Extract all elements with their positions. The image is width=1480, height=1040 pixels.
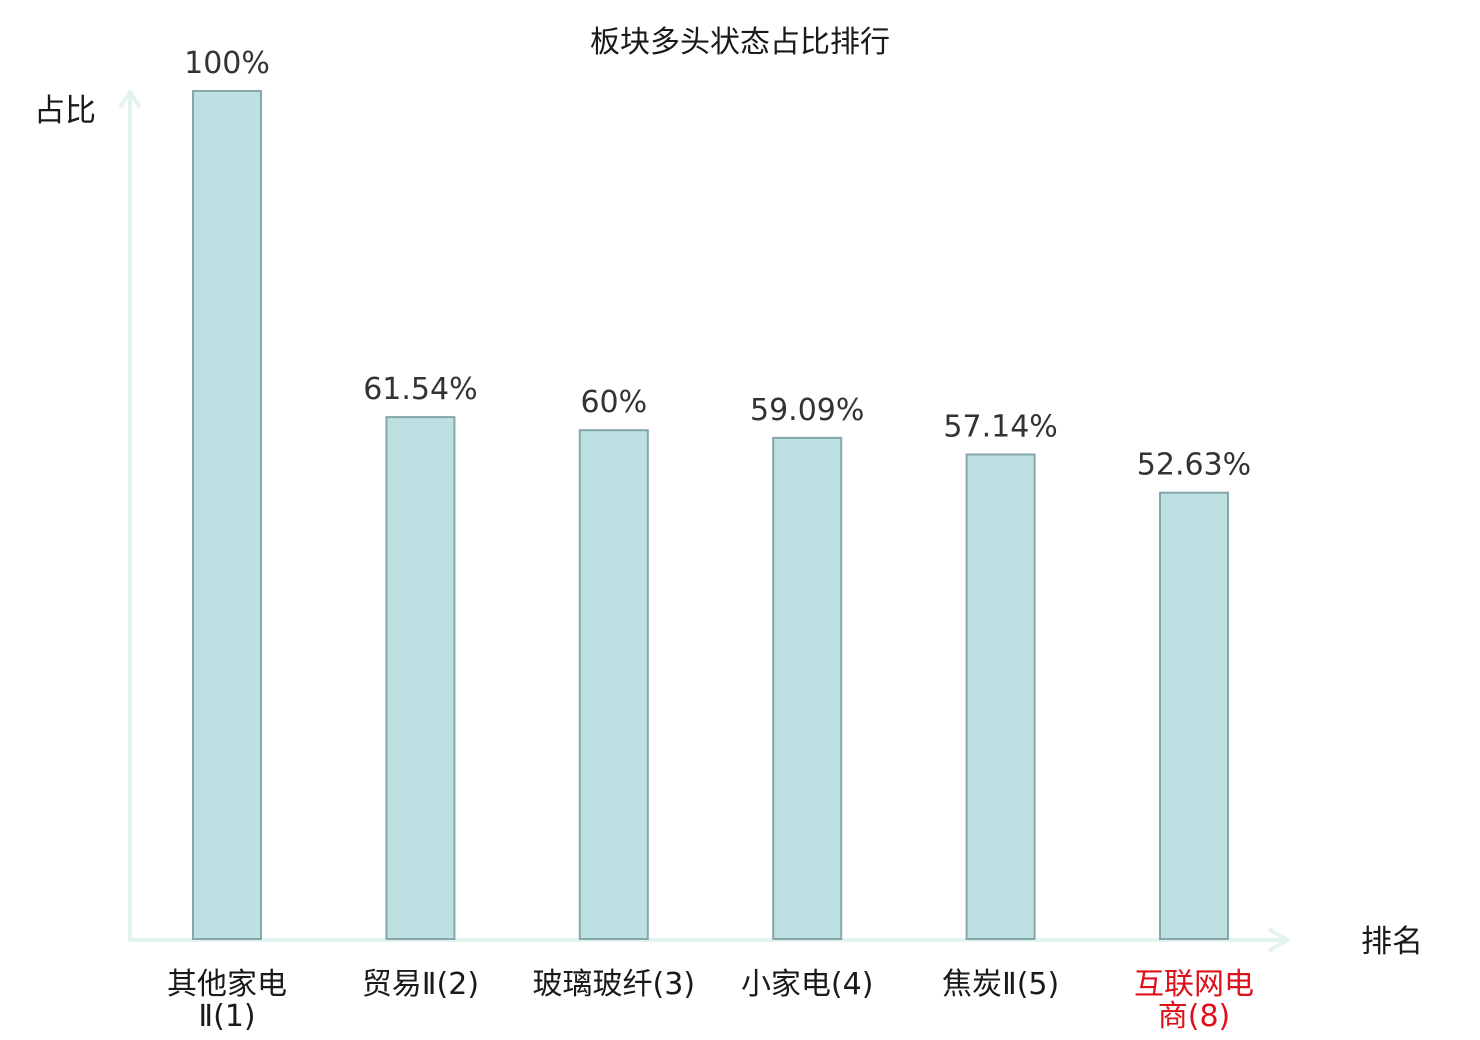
x-tick-label-line: 贸易Ⅱ(2) bbox=[362, 967, 479, 1002]
bar bbox=[772, 436, 843, 940]
x-tick-label: 贸易Ⅱ(2) bbox=[362, 967, 479, 1002]
chart-title: 板块多头状态占比排行 bbox=[590, 25, 890, 60]
x-axis-label: 排名 bbox=[1361, 924, 1423, 960]
x-tick-label-line: 商(8) bbox=[1158, 999, 1231, 1034]
x-tick-label: 其他家电 Ⅱ(1) bbox=[167, 967, 287, 1034]
category-labels-group: 其他家电 Ⅱ(1) 贸易Ⅱ(2) 玻璃玻纤(3) 小家电(4) 焦炭Ⅱ(5) 互联网电商(8… bbox=[167, 967, 1254, 1034]
x-tick-label-line: Ⅱ(1) bbox=[198, 999, 255, 1034]
bar bbox=[1159, 491, 1229, 940]
x-tick-label: 玻璃玻纤(3) bbox=[533, 967, 696, 1002]
x-tick-label-line: 焦炭Ⅱ(5) bbox=[942, 967, 1059, 1002]
bar bbox=[385, 416, 456, 941]
x-tick-label: 小家电(4) bbox=[741, 967, 874, 1002]
y-axis-label: 占比 bbox=[34, 93, 96, 129]
bar-value-label: 100% bbox=[184, 46, 270, 81]
x-tick-label-line: 互联网电 bbox=[1134, 967, 1254, 1002]
value-labels-group: 100% 61.54% 60% 59.09% 57.14% 52.63% bbox=[184, 46, 1251, 483]
bar bbox=[192, 90, 262, 940]
x-tick-label-line: 其他家电 bbox=[167, 967, 287, 1002]
y-axis-arrow-icon bbox=[119, 90, 141, 108]
axes bbox=[119, 90, 1290, 952]
bar-value-label: 60% bbox=[580, 385, 647, 420]
bar-value-label: 52.63% bbox=[1137, 448, 1251, 483]
x-tick-label: 焦炭Ⅱ(5) bbox=[942, 967, 1059, 1002]
bars-group bbox=[192, 90, 1229, 941]
bar-value-label: 61.54% bbox=[363, 372, 477, 407]
bar-value-label: 59.09% bbox=[750, 393, 864, 428]
bar-value-label: 57.14% bbox=[943, 410, 1057, 445]
x-axis-arrow-icon bbox=[1268, 928, 1290, 952]
x-tick-label-line: 玻璃玻纤(3) bbox=[533, 967, 696, 1002]
bar bbox=[965, 453, 1036, 940]
x-tick-label-line: 小家电(4) bbox=[741, 967, 874, 1002]
x-tick-label: 互联网电商(8) bbox=[1134, 967, 1254, 1034]
bar bbox=[578, 429, 649, 940]
